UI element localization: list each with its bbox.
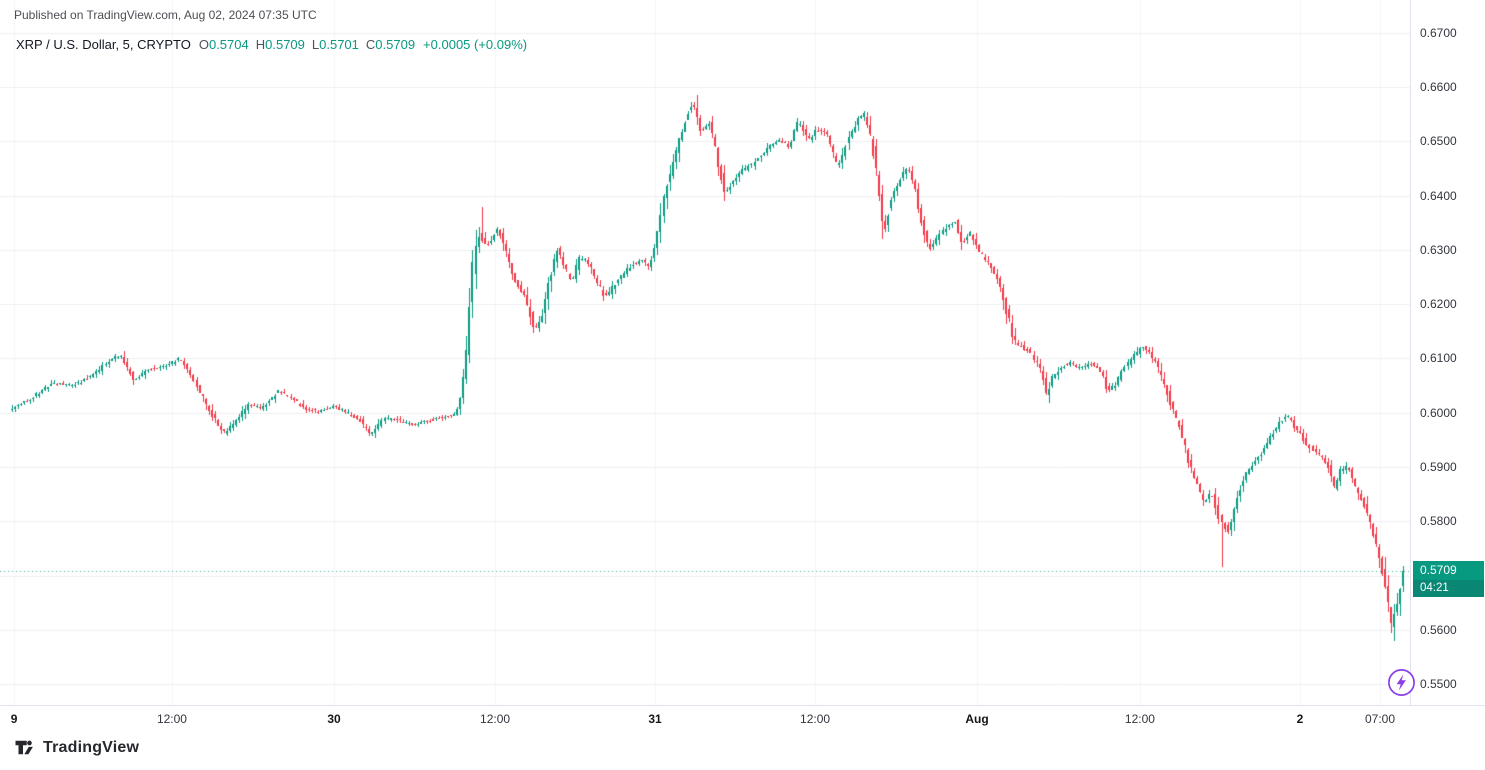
ohlc-value: 0.5704 [208,37,249,52]
time-tick-label: 12:00 [800,712,831,726]
price-tick-label: 0.5600 [1420,622,1457,637]
price-tick-label: 0.6500 [1420,134,1457,149]
lightning-badge[interactable] [1387,668,1416,697]
lightning-icon [1388,669,1415,696]
price-tick-label: 0.6000 [1420,405,1457,420]
time-tick-label: 31 [648,712,662,726]
ohlc-value: 0.5709 [265,37,305,52]
time-tick-label: 07:00 [1365,712,1396,726]
time-axis[interactable]: 9 12:00 30 12:00 31 12:00 Aug 12:00 2 07:00 [0,705,1485,733]
price-tick-label: 0.6600 [1420,80,1457,95]
legend-ohlc: O0.5704 H0.5709 L0.5701 C0.5709 [199,37,415,52]
ohlc-letter: O [198,37,209,52]
tradingview-logo-icon [15,740,33,755]
price-tick-label: 0.5800 [1420,514,1457,529]
time-tick-label: 12:00 [1124,712,1155,726]
price-chart-canvas[interactable] [0,0,1410,705]
bar-countdown-label: 04:21 [1413,580,1484,598]
ohlc-letter: L [311,37,320,52]
price-tick-label: 0.6700 [1420,25,1457,40]
time-tick-label: 12:00 [480,712,511,726]
price-tick-label: 0.6400 [1420,188,1457,203]
price-tick-label: 0.6200 [1420,297,1457,312]
price-tick-label: 0.6300 [1420,242,1457,257]
time-tick-label: 2 [1296,712,1304,726]
ohlc-item: L0.5701 [312,37,359,52]
price-tick-label: 0.5500 [1420,677,1457,691]
time-tick-label: 12:00 [156,712,187,726]
ohlc-item: C0.5709 [366,37,415,52]
time-tick-label: 30 [327,712,341,726]
price-tick-label: 0.6100 [1420,351,1457,366]
brand-footer[interactable]: TradingView [14,737,139,758]
brand-name: TradingView [43,738,140,756]
ohlc-value: 0.5709 [375,37,416,52]
ohlc-letter: C [365,37,376,52]
ohlc-item: H0.5709 [256,37,305,52]
published-note: Published on TradingView.com, Aug 02, 20… [14,8,317,22]
legend-change: +0.0005 (+0.09%) [423,37,528,52]
symbol-title: XRP / U.S. Dollar, 5, CRYPTO [16,37,191,52]
price-axis[interactable]: 0.5709 04:21 0.55000.56000.57000.58000.5… [1410,0,1485,705]
price-tick-label: 0.5900 [1420,459,1457,474]
current-price-label: 0.5709 [1413,561,1484,581]
ohlc-letter: H [255,37,266,52]
ohlc-value: 0.5701 [319,37,359,52]
chart-legend: XRP / U.S. Dollar, 5, CRYPTO O0.5704 H0.5… [16,37,527,52]
time-tick-label: 9 [10,712,18,726]
ohlc-item: O0.5704 [199,37,249,52]
time-tick-label: Aug [965,712,989,726]
